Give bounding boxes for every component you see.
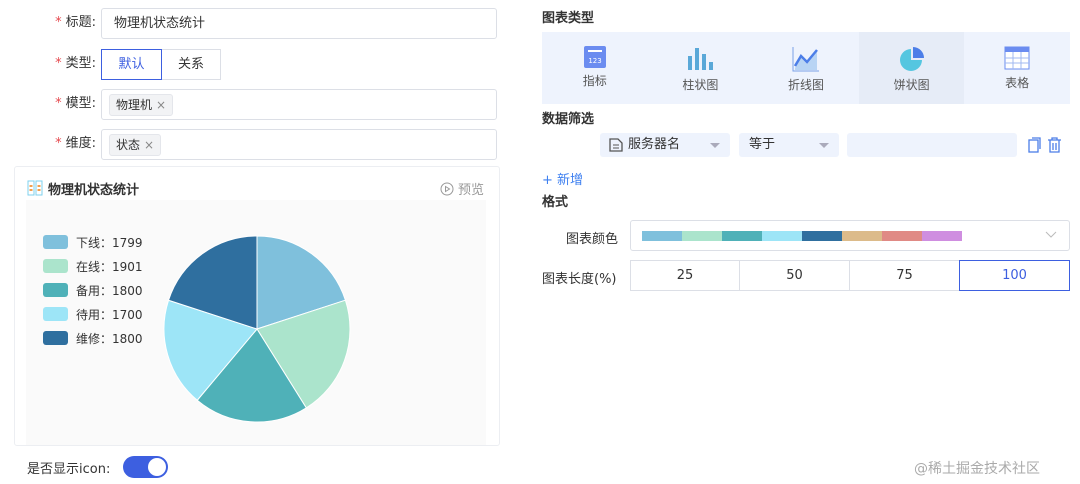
legend-swatch bbox=[43, 331, 68, 345]
legend-swatch bbox=[43, 259, 68, 273]
legend-item[interactable]: 下线：1799 bbox=[43, 230, 143, 254]
color-palette bbox=[642, 231, 962, 241]
data-filter-heading: 数据筛选 bbox=[542, 112, 595, 127]
legend-item[interactable]: 待用：1700 bbox=[43, 302, 143, 326]
card-title: 物理机状态统计 bbox=[48, 183, 140, 198]
chart-color-label: 图表颜色 bbox=[566, 232, 619, 247]
indicator-icon: 123 bbox=[583, 46, 606, 68]
preview-button[interactable]: 预览 bbox=[440, 179, 484, 198]
chart-type-pie[interactable]: 饼状图 bbox=[858, 32, 965, 104]
palette-swatch bbox=[722, 231, 762, 241]
chart-color-select[interactable] bbox=[630, 220, 1070, 251]
model-tag: 物理机 × bbox=[109, 94, 174, 116]
length-option-75[interactable]: 75 bbox=[849, 260, 960, 291]
legend-label: 下线：1799 bbox=[76, 235, 143, 250]
chart-type-heading: 图表类型 bbox=[542, 11, 595, 26]
book-icon bbox=[27, 180, 43, 200]
caret-down-icon bbox=[819, 143, 829, 148]
copy-icon[interactable] bbox=[1027, 137, 1041, 153]
pie-slice-在线[interactable] bbox=[256, 299, 351, 409]
model-label: * 模型: bbox=[55, 96, 96, 111]
chart-type-table[interactable]: 表格 bbox=[964, 32, 1070, 104]
add-filter-button[interactable]: + 新增 bbox=[542, 173, 584, 188]
type-label: * 类型: bbox=[55, 56, 96, 71]
chart-length-label: 图表长度(%) bbox=[542, 272, 617, 287]
watermark: @稀土掘金技术社区 bbox=[914, 461, 1040, 477]
length-option-25[interactable]: 25 bbox=[630, 260, 740, 291]
type-default-button[interactable]: 默认 bbox=[101, 49, 162, 80]
legend-label: 在线：1901 bbox=[76, 259, 143, 274]
show-icon-toggle[interactable] bbox=[123, 456, 168, 478]
caret-down-icon bbox=[710, 143, 720, 148]
legend-label: 待用：1700 bbox=[76, 307, 143, 322]
chart-type-bar[interactable]: 柱状图 bbox=[648, 32, 754, 104]
chart-legend: 下线：1799 在线：1901 备用：1800 待用：1700 维修：1800 bbox=[43, 230, 143, 350]
preview-label: 预览 bbox=[458, 183, 485, 198]
palette-swatch bbox=[762, 231, 802, 241]
legend-swatch bbox=[43, 235, 68, 249]
svg-text:123: 123 bbox=[588, 57, 601, 65]
close-icon[interactable]: × bbox=[156, 98, 167, 112]
pie-slice-待用[interactable] bbox=[163, 299, 258, 401]
palette-swatch bbox=[642, 231, 682, 241]
title-label: * 标题: bbox=[55, 15, 96, 30]
format-heading: 格式 bbox=[542, 195, 569, 210]
legend-label: 备用：1800 bbox=[76, 283, 143, 298]
trash-icon[interactable] bbox=[1047, 137, 1062, 153]
pie-slice-维修[interactable] bbox=[167, 235, 258, 330]
filter-field-select[interactable]: 服务器名 bbox=[600, 133, 730, 157]
type-relation-button[interactable]: 关系 bbox=[161, 49, 221, 80]
legend-item[interactable]: 在线：1901 bbox=[43, 254, 143, 278]
chevron-down-icon bbox=[1045, 231, 1057, 238]
legend-item[interactable]: 维修：1800 bbox=[43, 326, 143, 350]
palette-swatch bbox=[882, 231, 922, 241]
dimension-label: * 维度: bbox=[55, 136, 96, 151]
filter-value-input[interactable] bbox=[847, 133, 1017, 157]
legend-label: 维修：1800 bbox=[76, 331, 143, 346]
pie-slice-备用[interactable] bbox=[196, 328, 307, 423]
document-icon bbox=[609, 138, 623, 152]
filter-operator-select[interactable]: 等于 bbox=[739, 133, 839, 157]
length-option-100[interactable]: 100 bbox=[959, 260, 1070, 291]
palette-swatch bbox=[922, 231, 962, 241]
palette-swatch bbox=[802, 231, 842, 241]
play-circle-icon bbox=[440, 182, 454, 195]
line-chart-icon bbox=[792, 47, 819, 72]
chart-type-selector: 123 指标 柱状图 折线图 饼状图 表格 bbox=[542, 32, 1070, 104]
pie-chart-icon bbox=[899, 47, 924, 71]
title-input[interactable]: 物理机状态统计 bbox=[101, 8, 497, 39]
bar-chart-icon bbox=[688, 48, 714, 70]
pie-chart bbox=[163, 235, 351, 423]
palette-swatch bbox=[682, 231, 722, 241]
legend-swatch bbox=[43, 307, 68, 321]
legend-swatch bbox=[43, 283, 68, 297]
length-option-50[interactable]: 50 bbox=[739, 260, 850, 291]
table-icon bbox=[1004, 46, 1030, 70]
model-input[interactable]: 物理机 × bbox=[101, 89, 497, 120]
legend-item[interactable]: 备用：1800 bbox=[43, 278, 143, 302]
pie-slice-下线[interactable] bbox=[256, 235, 347, 330]
dimension-input[interactable]: 状态 × bbox=[101, 129, 497, 160]
close-icon[interactable]: × bbox=[144, 138, 155, 152]
chart-type-line[interactable]: 折线图 bbox=[753, 32, 859, 104]
show-icon-label: 是否显示icon: bbox=[27, 462, 111, 477]
chart-type-indicator[interactable]: 123 指标 bbox=[542, 32, 648, 104]
dimension-tag: 状态 × bbox=[109, 134, 162, 156]
palette-swatch bbox=[842, 231, 882, 241]
chart-preview-card bbox=[14, 166, 500, 446]
